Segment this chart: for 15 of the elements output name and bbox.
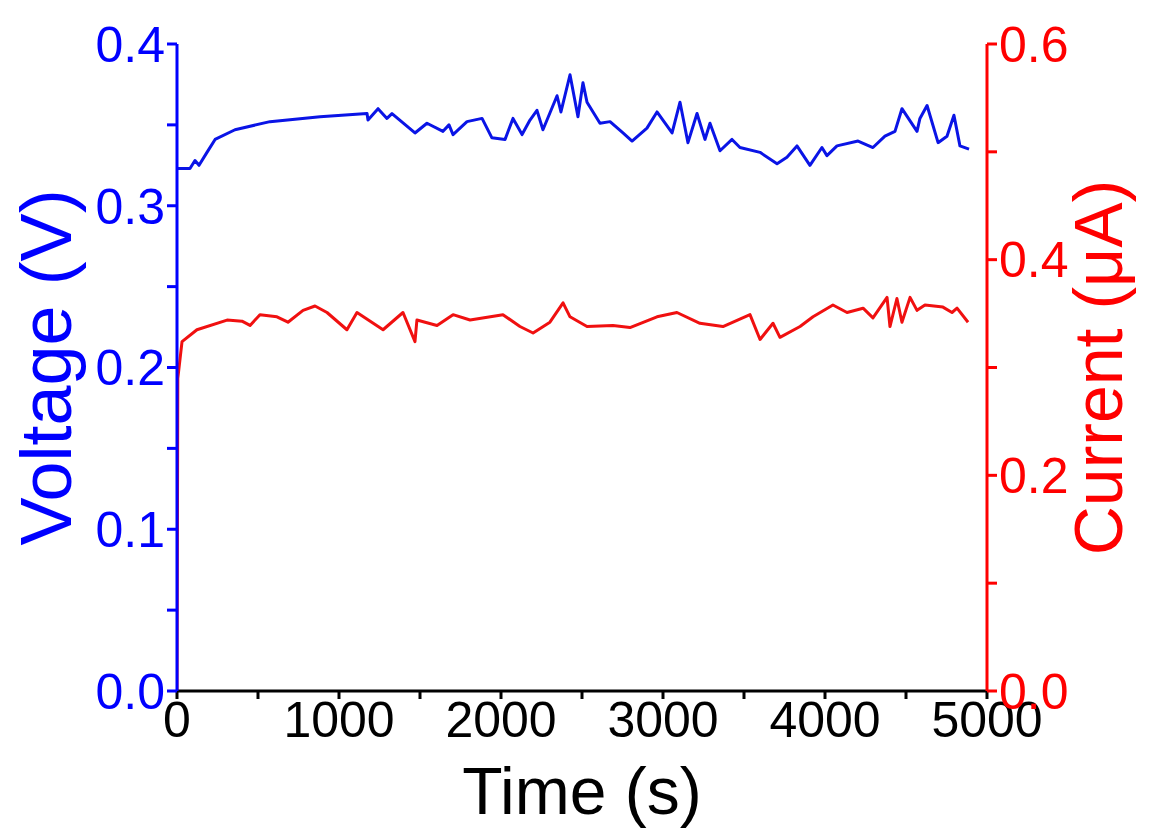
y2-tick-label: 0.4 (999, 232, 1069, 289)
y-tick-label: 0.1 (95, 502, 165, 558)
y-tick-label: 0.2 (95, 340, 165, 397)
x-tick-label: 3000 (607, 691, 719, 748)
y-tick-label: 0.3 (95, 178, 165, 235)
x-tick-label: 1000 (283, 691, 395, 748)
x-tick-label: 4000 (769, 691, 881, 748)
y-tick-label: 0.0 (95, 663, 165, 720)
y2-tick-label: 0.6 (999, 16, 1069, 73)
x-axis-title: Time (s) (462, 754, 702, 828)
y-tick-label: 0.4 (95, 16, 165, 73)
x-tick-label: 0 (163, 691, 191, 748)
line-series (177, 73, 971, 171)
x-tick-label: 2000 (445, 691, 557, 748)
y-axis-title: Voltage (V) (6, 189, 86, 546)
